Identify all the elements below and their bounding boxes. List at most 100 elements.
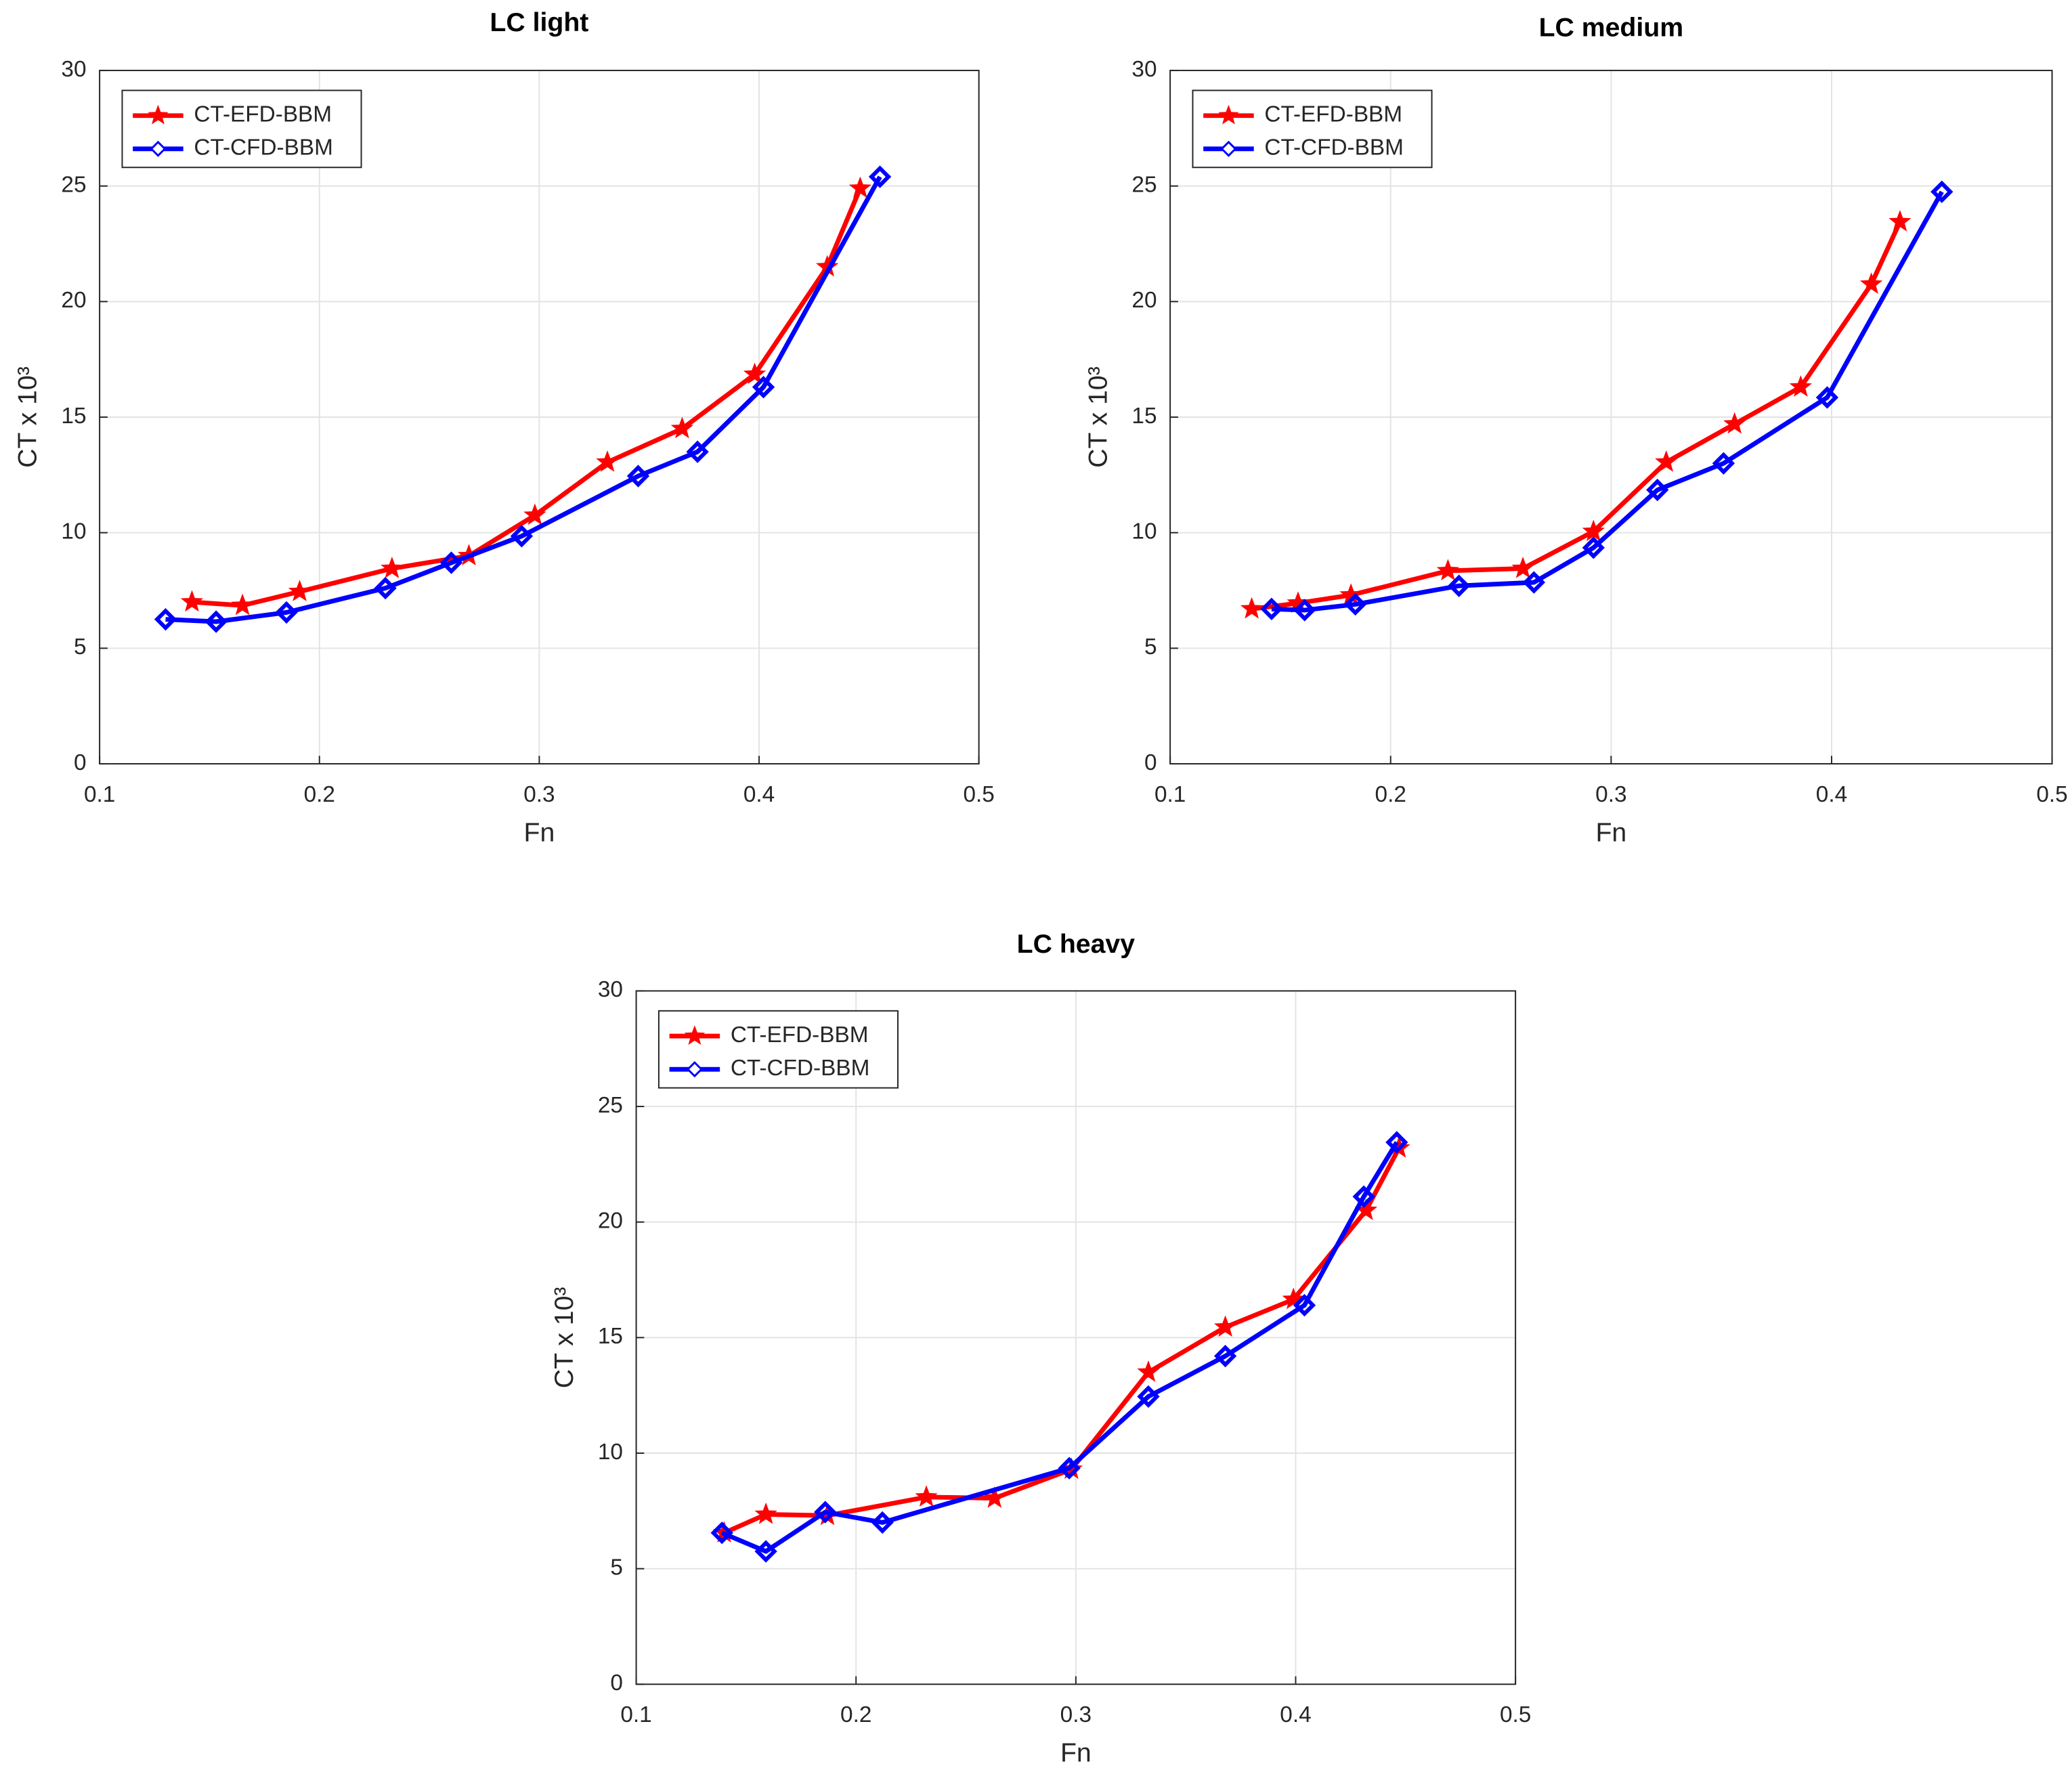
- data-point: [754, 1540, 777, 1563]
- legend-marker: [684, 1025, 706, 1045]
- series-line: [165, 175, 882, 624]
- chart-title: LC light: [490, 7, 588, 37]
- data-point: [983, 1486, 1006, 1508]
- x-axis-label: Fn: [1060, 1738, 1092, 1768]
- y-tick-label: 25: [598, 1093, 623, 1118]
- legend-label: CT-EFD-BBM: [731, 1022, 869, 1048]
- y-tick-label: 5: [74, 634, 87, 660]
- data-point: [1293, 1293, 1316, 1317]
- data-point: [1213, 1315, 1237, 1337]
- data-point: [1522, 571, 1546, 594]
- data-point: [754, 1502, 777, 1524]
- data-point: [1137, 1385, 1160, 1408]
- x-tick-label: 0.2: [304, 782, 335, 807]
- y-tick-label: 25: [61, 173, 86, 198]
- y-tick-label: 20: [1131, 288, 1157, 313]
- chart: 0.1 0.2 0.3 0.4 0.5 0 5 10 15 20 25 30 LC light Fn CT …: [13, 7, 995, 848]
- legend-box: [1192, 89, 1433, 169]
- data-point: [204, 610, 228, 633]
- legend-marker: [150, 140, 167, 157]
- data-point: [1293, 599, 1316, 622]
- y-tick-label: 15: [1131, 404, 1157, 429]
- data-point: [1888, 210, 1912, 232]
- x-tick-label: 0.1: [84, 782, 115, 807]
- data-point: [710, 1522, 733, 1545]
- data-point: [686, 440, 709, 463]
- y-tick-label: 10: [598, 1440, 623, 1465]
- y-tick-label: 30: [1131, 57, 1157, 82]
- data-point: [1930, 180, 1954, 203]
- data-point: [439, 551, 463, 574]
- data-point: [231, 593, 254, 616]
- y-tick-label: 15: [61, 404, 86, 429]
- y-tick-label: 0: [74, 750, 87, 775]
- y-tick-label: 10: [61, 519, 86, 544]
- chart: 0.1 0.2 0.3 0.4 0.5 0 5 10 15 20 25 30 LC heavy Fn CT …: [549, 929, 1531, 1768]
- data-point: [1723, 412, 1746, 434]
- x-tick-label: 0.4: [1816, 782, 1847, 807]
- series-line: [720, 1141, 1399, 1554]
- x-tick-label: 0.1: [620, 1702, 651, 1727]
- data-point: [626, 465, 650, 488]
- data-point: [1385, 1131, 1408, 1154]
- legend-label: CT-CFD-BBM: [731, 1056, 870, 1081]
- data-point: [1213, 1344, 1237, 1368]
- y-tick-label: 20: [598, 1209, 623, 1234]
- x-axis-label: Fn: [523, 817, 555, 847]
- axes-box: [99, 70, 980, 764]
- y-axis-label: CT x 10³: [1083, 366, 1113, 468]
- data-point: [1511, 557, 1534, 578]
- data-point: [1352, 1185, 1375, 1208]
- x-axis-label: Fn: [1595, 817, 1626, 847]
- legend-marker: [1220, 140, 1237, 157]
- y-tick-label: 0: [1144, 750, 1157, 775]
- data-point: [154, 607, 177, 631]
- x-tick-label: 0.3: [1060, 1702, 1092, 1727]
- data-point: [180, 590, 204, 612]
- legend-label: CT-CFD-BBM: [1264, 135, 1404, 160]
- data-point: [1436, 559, 1460, 581]
- data-point: [381, 557, 404, 578]
- axes-box: [635, 990, 1517, 1685]
- legend-marker: [1218, 104, 1239, 125]
- data-point: [868, 165, 892, 188]
- x-tick-label: 0.3: [523, 782, 555, 807]
- data-point: [510, 525, 534, 548]
- x-tick-label: 0.5: [2036, 782, 2067, 807]
- data-point: [1240, 597, 1264, 619]
- data-point: [1646, 478, 1669, 502]
- y-axis-label: CT x 10³: [13, 366, 43, 468]
- data-point: [1582, 536, 1605, 559]
- x-tick-label: 0.2: [840, 1702, 871, 1727]
- data-point: [1282, 1287, 1305, 1310]
- data-point: [596, 450, 619, 472]
- chart-title: LC heavy: [1017, 929, 1136, 959]
- x-tick-label: 0.5: [963, 782, 994, 807]
- data-point: [275, 601, 298, 624]
- x-tick-label: 0.1: [1154, 782, 1186, 807]
- data-point: [1789, 375, 1813, 397]
- data-point: [814, 1501, 837, 1524]
- data-point: [848, 176, 871, 198]
- y-tick-label: 5: [1144, 634, 1157, 660]
- legend-marker: [686, 1061, 703, 1078]
- x-tick-label: 0.2: [1375, 782, 1406, 807]
- x-tick-label: 0.4: [1280, 1702, 1311, 1727]
- data-point: [752, 375, 775, 399]
- data-point: [743, 362, 767, 385]
- series-line: [1271, 190, 1944, 613]
- chart-title: LC medium: [1539, 13, 1684, 43]
- y-tick-label: 30: [598, 977, 623, 1002]
- y-axis-label: CT x 10³: [549, 1287, 579, 1389]
- y-tick-label: 25: [1131, 173, 1157, 198]
- y-tick-label: 15: [598, 1324, 623, 1349]
- legend-label: CT-EFD-BBM: [1264, 102, 1402, 127]
- data-point: [288, 580, 311, 601]
- data-point: [1343, 592, 1367, 616]
- x-tick-label: 0.3: [1595, 782, 1626, 807]
- data-point: [670, 416, 694, 439]
- y-tick-label: 20: [61, 288, 86, 313]
- data-point: [1712, 452, 1735, 475]
